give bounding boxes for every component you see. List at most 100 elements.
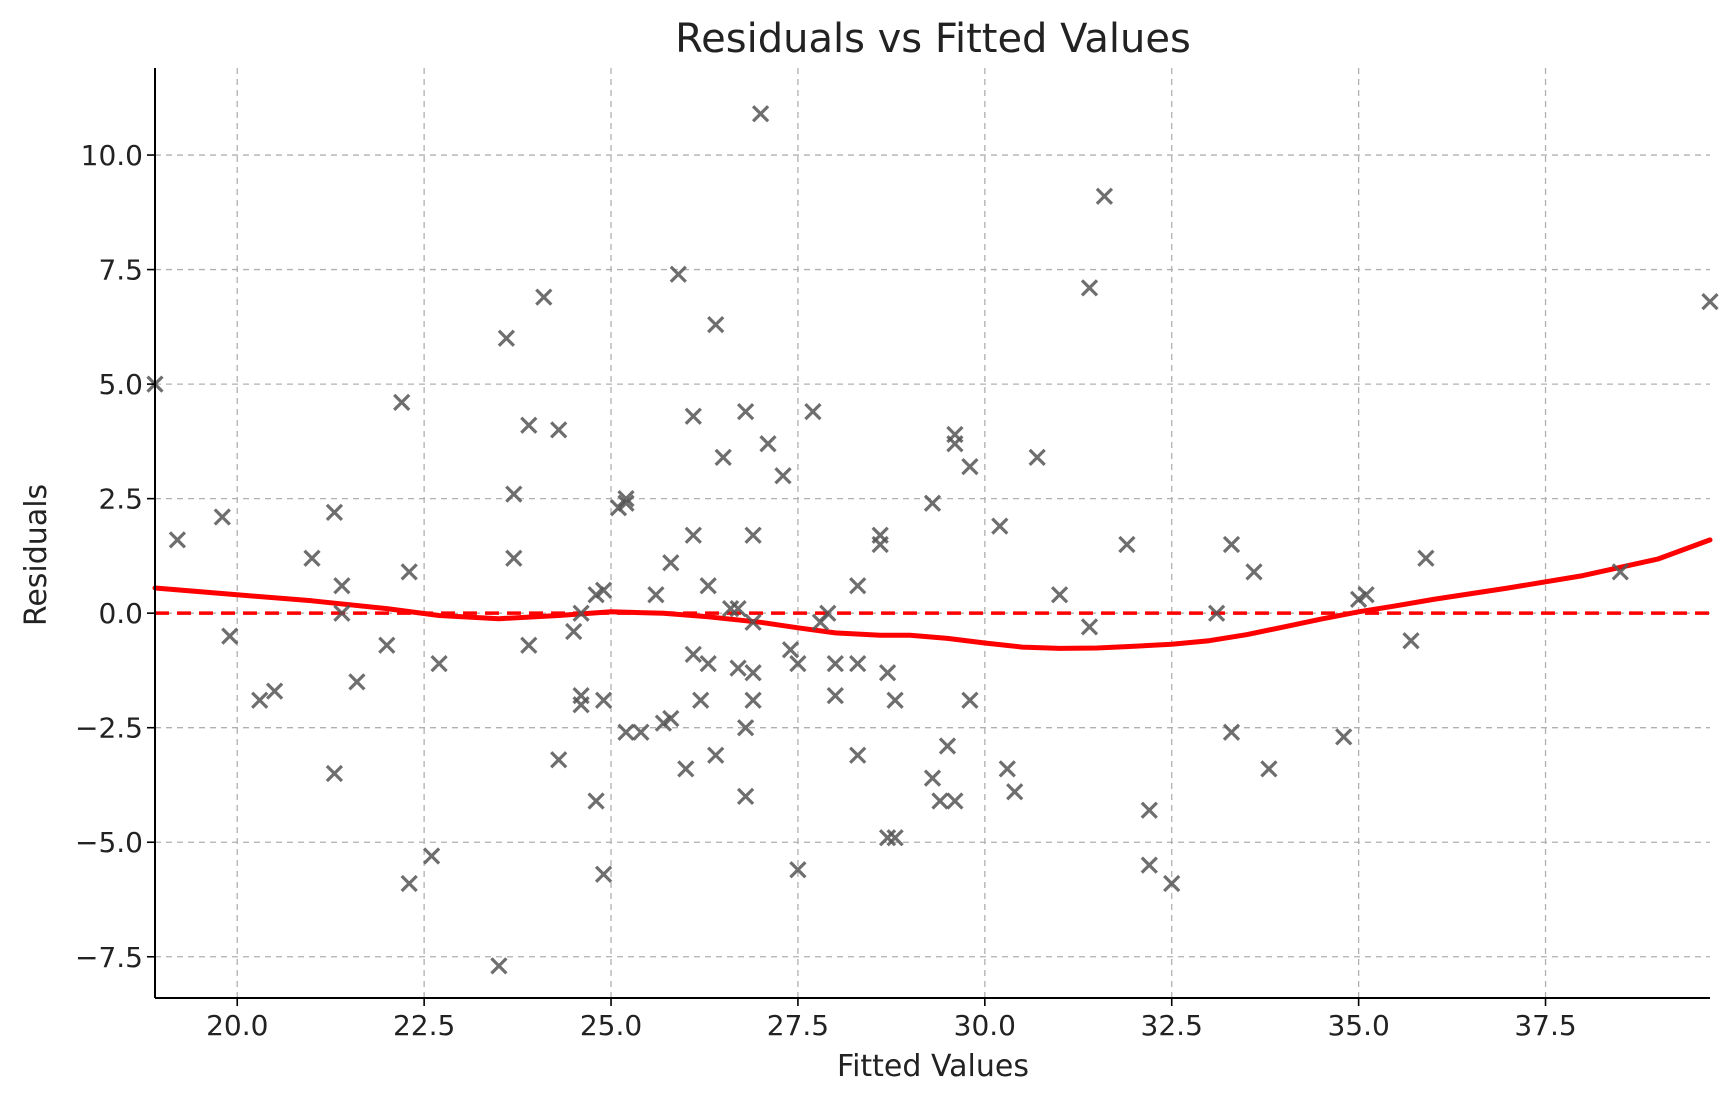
- y-tick-label: 0.0: [98, 597, 143, 630]
- residual-point: [721, 599, 740, 618]
- residual-point: [759, 435, 777, 453]
- residual-point: [1163, 874, 1181, 893]
- x-axis-label: Fitted Values: [837, 1049, 1029, 1084]
- residual-point: [684, 645, 702, 664]
- residual-point: [572, 604, 590, 622]
- residual-point: [699, 577, 717, 595]
- residual-point: [333, 577, 351, 595]
- y-tick-label: −5.0: [75, 826, 143, 859]
- residual-point: [684, 407, 702, 425]
- residual-point: [707, 746, 725, 764]
- residual-point: [1050, 586, 1069, 604]
- residual-point: [744, 664, 762, 682]
- residual-point: [378, 636, 396, 654]
- residual-point: [303, 549, 321, 567]
- residual-point: [662, 554, 680, 572]
- residual-point: [617, 489, 635, 508]
- residual-point: [789, 654, 807, 673]
- x-tick-label: 27.5: [767, 1009, 829, 1042]
- residual-point: [221, 627, 239, 645]
- residual-point: [923, 494, 942, 512]
- residual-point: [1417, 549, 1435, 567]
- x-tick-label: 22.5: [393, 1009, 455, 1042]
- residual-point: [684, 526, 702, 544]
- residual-point: [497, 329, 516, 347]
- residual-point: [400, 563, 418, 581]
- residual-point: [707, 315, 725, 334]
- residual-point: [819, 604, 837, 622]
- residual-point: [736, 402, 755, 421]
- residual-point: [505, 549, 523, 567]
- residual-point: [587, 792, 605, 810]
- x-tick-label: 32.5: [1141, 1009, 1203, 1042]
- residual-point: [998, 760, 1016, 778]
- residual-point: [961, 691, 979, 709]
- residual-point: [535, 288, 553, 306]
- points-layer: [146, 105, 1719, 975]
- residual-point: [677, 760, 695, 778]
- residual-point: [804, 402, 822, 421]
- residual-point: [744, 613, 762, 631]
- x-tick-label: 35.0: [1327, 1009, 1389, 1042]
- residual-point: [647, 586, 665, 604]
- residual-point: [520, 636, 538, 654]
- residual-point: [744, 691, 762, 709]
- residual-point: [878, 829, 897, 847]
- residual-point: [550, 751, 568, 769]
- residual-point: [946, 425, 964, 444]
- residual-point: [1140, 856, 1158, 874]
- grid-layer: [155, 68, 1710, 998]
- ticks-layer: 20.0 22.5 25.0 27.5 30.0 32.5 35.0 37.5 10.0 7.5 5…: [75, 139, 1577, 1042]
- residual-point: [572, 696, 590, 714]
- residual-point: [1118, 535, 1136, 554]
- residual-point: [1402, 632, 1420, 650]
- residual-point: [886, 691, 904, 709]
- y-tick-label: −2.5: [75, 712, 143, 745]
- residual-point: [1080, 618, 1099, 636]
- residual-point: [213, 508, 231, 526]
- residual-point: [849, 577, 867, 595]
- residual-point: [520, 416, 538, 434]
- residual-point: [729, 659, 747, 677]
- residual-point: [1245, 563, 1263, 581]
- residual-point: [251, 691, 269, 709]
- y-tick-label: 2.5: [98, 483, 143, 516]
- residual-point: [1222, 535, 1241, 554]
- residual-point: [714, 448, 732, 467]
- residual-point: [1222, 723, 1241, 741]
- residual-point: [617, 723, 635, 741]
- residual-point: [789, 861, 807, 879]
- y-tick-label: 10.0: [81, 139, 143, 172]
- residual-point: [961, 457, 979, 476]
- y-tick-label: 5.0: [98, 368, 143, 401]
- residual-point: [505, 485, 523, 503]
- curve-layer: [152, 537, 1713, 651]
- residual-point: [736, 787, 755, 806]
- residual-point: [430, 654, 448, 673]
- residual-point: [1140, 801, 1158, 819]
- residual-point: [736, 719, 755, 737]
- y-tick-label: 7.5: [98, 254, 143, 287]
- residual-point: [1260, 760, 1278, 778]
- x-tick-label: 37.5: [1514, 1009, 1576, 1042]
- residual-point: [826, 654, 844, 673]
- residual-point: [632, 723, 650, 741]
- residual-point: [1028, 448, 1046, 467]
- residual-point: [774, 467, 792, 485]
- x-tick-label: 30.0: [954, 1009, 1016, 1042]
- residual-point: [744, 526, 762, 544]
- residual-point: [333, 604, 351, 622]
- residual-point: [348, 673, 366, 691]
- residual-point: [662, 709, 680, 728]
- residual-point: [923, 769, 942, 787]
- residual-point: [393, 393, 411, 412]
- y-axis-label: Residuals: [19, 484, 54, 626]
- residual-point: [729, 599, 747, 618]
- residual-point: [938, 737, 957, 755]
- residual-point: [325, 764, 344, 783]
- residual-point: [168, 531, 187, 549]
- residual-point: [594, 581, 613, 599]
- residual-point: [751, 105, 770, 123]
- residual-point: [594, 865, 613, 883]
